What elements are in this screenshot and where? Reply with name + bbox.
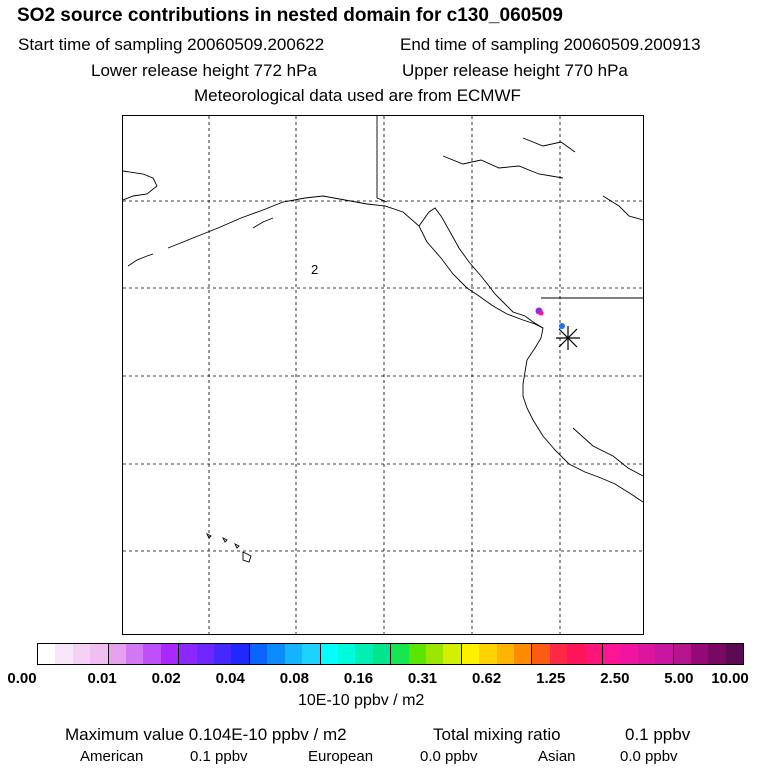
colorbar-swatch <box>620 644 638 664</box>
colorbar-swatch <box>603 644 621 664</box>
total-mixing-label: Total mixing ratio <box>433 725 561 744</box>
pacific-coast <box>418 207 644 503</box>
colorbar-swatch <box>391 644 409 664</box>
lat-lon-grid <box>123 116 643 634</box>
hawaii-island-1 <box>205 532 212 539</box>
sampling-start: Start time of sampling 20060509.200622 <box>18 35 325 54</box>
colorbar-swatch <box>725 644 744 664</box>
colorbar-tick-label: 0.00 <box>7 670 37 687</box>
map-label: 2 <box>311 262 318 277</box>
colorbar-swatch <box>302 644 321 664</box>
colorbar-swatch <box>443 644 462 664</box>
colorbar-swatch <box>584 644 603 664</box>
source-dot-magenta <box>538 310 544 316</box>
colorbar-swatch <box>267 644 285 664</box>
colorbar-swatch <box>496 644 514 664</box>
release-upper: Upper release height 770 hPa <box>402 61 628 80</box>
colorbar-tick-label: 2.50 <box>600 670 630 687</box>
colorbar-tick-label: 0.01 <box>87 670 117 687</box>
colorbar-tick-label: 0.16 <box>343 670 374 687</box>
colorbar-swatch <box>160 644 180 664</box>
colorbar-swatch <box>90 644 109 664</box>
alaska-west-coast <box>122 170 158 201</box>
colorbar-swatch <box>320 644 338 664</box>
source-dots <box>535 307 565 329</box>
american-value: 0.1 ppbv <box>190 748 248 765</box>
colorbar-swatch <box>655 644 674 664</box>
colorbar-swatch <box>126 644 144 664</box>
coastline <box>122 116 644 563</box>
european-label: European <box>308 748 374 765</box>
hawaii-island-big <box>242 551 252 563</box>
inland-feature-3 <box>602 195 644 221</box>
colorbar-swatch <box>72 644 91 664</box>
colorbar-swatch <box>179 644 197 664</box>
map-panel: 2 <box>122 115 644 635</box>
inland-feature-1 <box>442 155 564 179</box>
colorbar-swatch <box>196 644 215 664</box>
chart-title: SO2 source contributions in nested domai… <box>17 5 563 26</box>
border-alaska-canada <box>376 116 388 203</box>
colorbar-swatch <box>549 644 568 664</box>
sampling-end: End time of sampling 20060509.200913 <box>400 35 701 54</box>
colorbar-swatch <box>55 644 73 664</box>
hawaii-island-2 <box>221 536 228 543</box>
colorbar-swatch <box>532 644 550 664</box>
colorbar-swatch <box>408 644 426 664</box>
inland-feature-2 <box>522 137 576 153</box>
met-data-note: Meteorological data used are from ECMWF <box>194 86 521 105</box>
colorbar-swatch <box>284 644 303 664</box>
asian-label: Asian <box>538 748 576 765</box>
alaska-south-coast <box>167 195 544 329</box>
colorbar-tick-label: 0.04 <box>215 670 245 687</box>
colorbar-tick-label: 0.02 <box>151 670 181 687</box>
colorbar-tick-label: 0.31 <box>407 670 438 687</box>
colorbar-swatch <box>38 644 56 664</box>
colorbar-swatch <box>143 644 161 664</box>
colorbar-swatch <box>461 644 480 664</box>
colorbar-swatch <box>567 644 585 664</box>
colorbar-swatch <box>637 644 656 664</box>
source-dot-blue <box>559 323 565 329</box>
release-lower: Lower release height 772 hPa <box>91 61 317 80</box>
european-value: 0.0 ppbv <box>420 748 478 765</box>
hawaii-island-3 <box>233 542 240 549</box>
colorbar-swatch <box>425 644 444 664</box>
colorbar-swatch <box>108 644 127 664</box>
total-mixing-value: 0.1 ppbv <box>625 725 691 744</box>
aleutian-1 <box>127 253 154 267</box>
border-us-mexico <box>572 427 644 477</box>
release-site-star <box>556 326 580 350</box>
colorbar-swatch <box>513 644 533 664</box>
colorbar-swatch <box>479 644 497 664</box>
map-canvas: 2 <box>122 116 644 634</box>
colorbar-tick-label: 0.08 <box>279 670 309 687</box>
colorbar-tick-label: 1.25 <box>536 670 566 687</box>
colorbar <box>37 643 744 665</box>
max-value: Maximum value 0.104E-10 ppbv / m2 <box>65 725 347 744</box>
colorbar-swatch <box>231 644 250 664</box>
colorbar-swatch <box>337 644 356 664</box>
colorbar-units: 10E-10 ppbv / m2 <box>298 692 425 709</box>
colorbar-tick-label: 5.00 <box>664 670 694 687</box>
asian-value: 0.0 ppbv <box>620 748 678 765</box>
american-label: American <box>80 748 144 765</box>
colorbar-swatch <box>708 644 726 664</box>
alaska-peninsula-islands <box>252 217 274 229</box>
colorbar-swatch <box>691 644 709 664</box>
colorbar-tick-label: 10.00 <box>711 670 749 687</box>
colorbar-swatch <box>214 644 232 664</box>
colorbar-swatch <box>372 644 392 664</box>
colorbar-tick-label: 0.62 <box>472 670 502 687</box>
colorbar-swatch <box>673 644 692 664</box>
colorbar-swatch <box>249 644 268 664</box>
colorbar-swatch <box>355 644 373 664</box>
